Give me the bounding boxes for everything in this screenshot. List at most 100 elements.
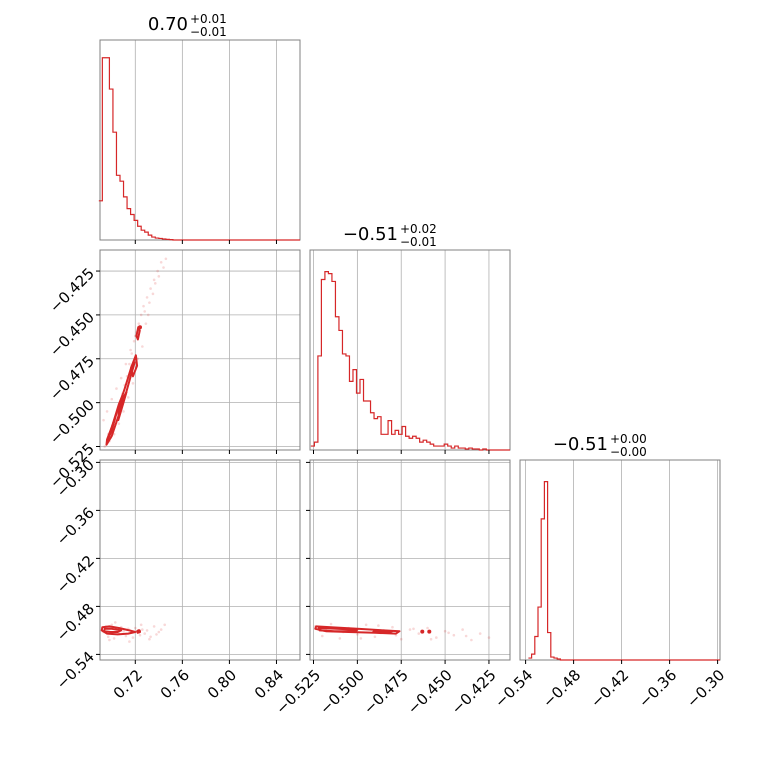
x-tick-label: −0.54 [491,666,536,711]
scatter-point [464,634,468,638]
scatter-point [139,623,143,627]
density-contour [317,627,359,633]
x-tick-label: −0.425 [448,666,500,718]
scatter-point [412,627,415,631]
density-contour [135,326,141,341]
scatter-point [359,637,363,640]
scatter-point [148,637,151,641]
scatter-point [149,287,152,290]
title-value: 0.70 [148,14,188,35]
scatter-point [461,628,464,631]
y-tick-label: −0.500 [46,396,98,448]
scatter-point [408,628,412,631]
scatter-point [128,640,131,643]
title-value: −0.51 [553,434,608,455]
scatter-point [153,282,157,285]
histogram-step [310,271,510,451]
scatter-point [487,636,491,639]
scatter-point [124,634,128,638]
scatter-point [131,636,135,639]
x-tick-label: −0.450 [404,666,456,718]
scatter-point [157,275,161,278]
scatter-point [145,296,149,299]
histogram-step [98,57,300,241]
panel-title: −0.51 +0.02−0.01 [343,222,437,249]
scatter-point [131,382,135,385]
scatter-point [102,418,105,422]
scatter-point [443,629,447,633]
scatter-point [320,634,324,638]
x-tick-label: −0.500 [316,666,368,718]
scatter-point [426,626,429,630]
scatter-point [110,623,114,627]
scatter-point [329,622,333,626]
scatter-point [156,269,159,273]
density-contour [106,394,124,443]
panel-title: 0.70 +0.01−0.01 [148,12,227,39]
scatter-point [122,629,125,633]
density-peak [138,325,142,330]
scatter-point [141,628,144,631]
scatter-point [159,628,163,631]
scatter-point [163,623,167,627]
scatter-point [128,362,131,366]
density-contour [130,354,139,378]
scatter-point [152,278,156,282]
scatter-point [130,352,134,355]
title-minus-error: −0.01 [190,25,227,39]
scatter-point [377,624,380,627]
scatter-point [152,625,156,628]
x-tick-label: −0.36 [635,666,680,711]
title-plus-error: +0.01 [190,12,227,26]
scatter-point [435,636,438,639]
scatter-point [364,623,368,627]
title-value: −0.51 [343,224,398,245]
density-contour [117,391,128,422]
scatter-point [122,410,125,413]
scatter-point [112,637,116,640]
scatter-point [103,445,107,448]
pair-panel-0-1 [99,249,301,451]
scatter-point [157,630,161,634]
scatter-point [145,629,149,632]
scatter-point [373,635,377,639]
title-minus-error: −0.01 [400,235,437,249]
pair-panel-1-2 [309,459,511,661]
scatter-point [119,376,123,380]
x-tick-label: 0.80 [204,666,240,702]
density-peak [136,629,141,634]
title-minus-error: −0.00 [610,445,647,459]
scatter-point [143,632,147,635]
scatter-point [126,396,130,399]
y-tick-label: −0.54 [53,648,98,693]
scatter-point [110,397,114,401]
scatter-point [356,633,359,636]
scatter-point [391,625,394,629]
y-tick-label: −0.425 [46,264,98,316]
scatter-point [399,637,403,641]
scatter-point [124,362,128,366]
scatter-point [106,635,110,639]
scatter-point [148,301,151,304]
scatter-point [146,313,150,317]
scatter-point [141,345,144,348]
scatter-point [115,387,118,390]
scatter-point [117,422,121,425]
title-plus-error: +0.02 [400,222,437,236]
x-tick-label: 0.76 [157,666,193,702]
scatter-point [338,637,342,640]
title-plus-error: +0.00 [610,432,647,446]
x-tick-label: 0.72 [110,666,146,702]
x-tick-label: −0.42 [587,666,632,711]
scatter-point [447,631,450,635]
scatter-point [139,313,143,317]
y-tick-label: −0.36 [53,504,98,549]
pair-panel-0-2 [99,459,301,661]
y-tick-label: −0.48 [53,600,98,645]
scatter-point [164,257,168,261]
scatter-point [105,410,109,413]
scatter-point [159,260,163,264]
y-tick-label: −0.450 [46,308,98,360]
density-peak [420,629,425,634]
scatter-point [138,633,142,637]
